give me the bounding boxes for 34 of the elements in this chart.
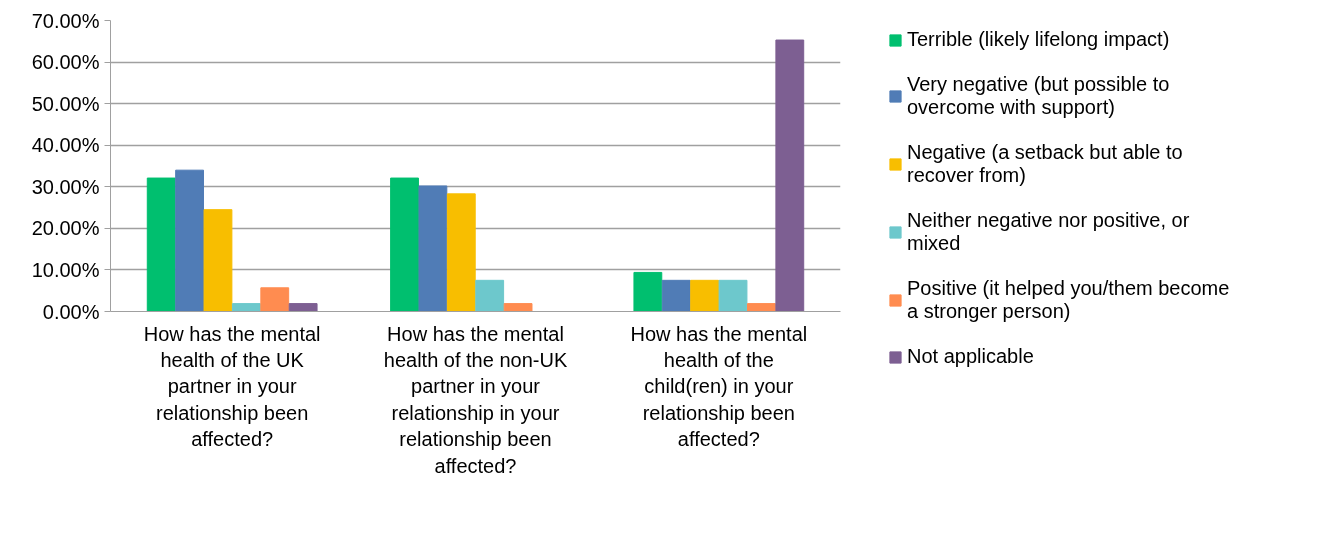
bar [231,303,261,312]
bar [418,185,448,312]
x-tick-label: How has the mental health of the child(ren) in your relationship been affected? [630,322,808,451]
bar [203,209,233,312]
bar [446,193,476,312]
bar [146,177,176,312]
bar [633,271,663,312]
y-tick-label: 60.00% [31,51,100,74]
legend-label: Not applicable [907,345,1034,368]
bar [747,303,776,312]
bar [260,287,290,312]
bar [690,279,720,312]
y-tick-label: 30.00% [31,175,100,198]
y-tick-label: 20.00% [31,217,100,240]
y-tick-label: 0.00% [42,300,100,323]
legend-label: Neither negative nor positive, or mixed [907,209,1190,255]
y-tick-label: 10.00% [31,258,100,281]
x-tick-label: How has the mental health of the non-UK partner in your relationship in your relationship been affected? [383,322,568,477]
bar [288,303,318,312]
y-tick-label: 40.00% [31,134,100,157]
y-tick-label: 70.00% [31,9,100,32]
bar [661,279,691,312]
bar [475,279,505,312]
legend-label: Positive (it helped you/them become a stronger person) [907,277,1230,323]
y-tick-label: 50.00% [31,92,100,115]
x-tick-label: How has the mental health of the UK partner in your relationship been affected? [143,322,321,451]
bar [175,169,204,312]
bar [503,303,533,312]
legend-label: Terrible (likely lifelong impact) [907,28,1170,51]
bar [718,279,748,312]
bar [775,39,805,312]
legend-label: Very negative (but possible to overcome with support) [907,73,1170,119]
bar [390,177,419,312]
legend-label: Negative (a setback but able to recover from) [907,141,1183,187]
